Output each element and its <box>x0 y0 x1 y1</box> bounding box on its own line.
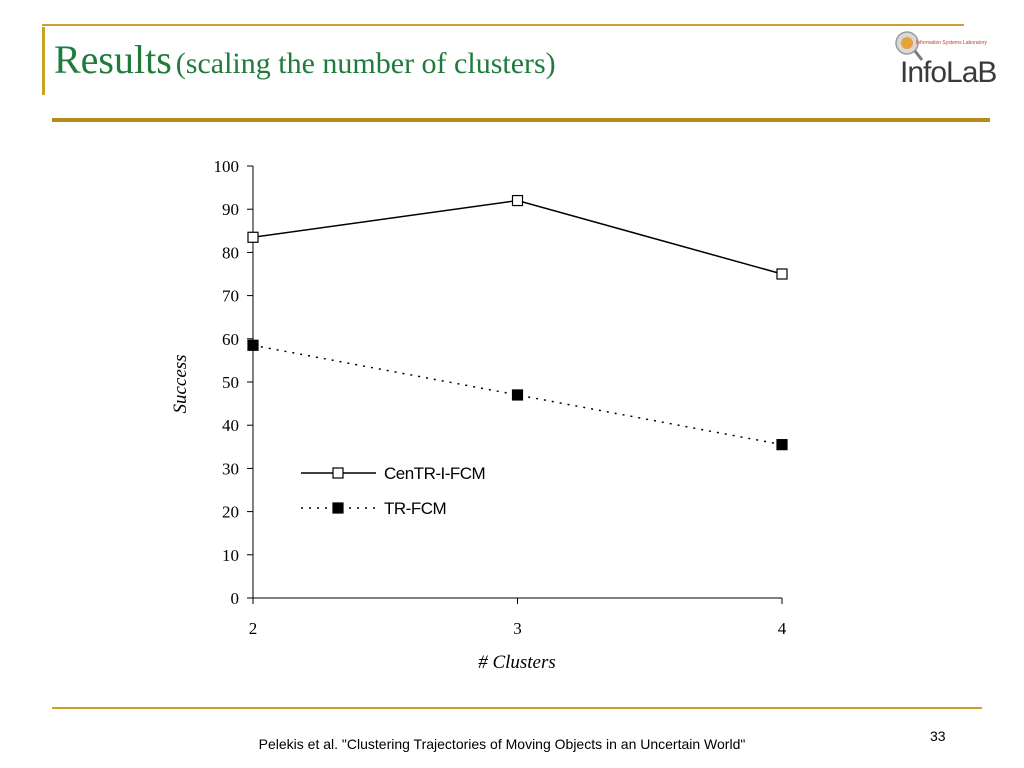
legend-swatch-marker <box>332 467 344 479</box>
chart-series <box>247 194 788 451</box>
footer-divider <box>52 707 982 709</box>
x-tick-label: 2 <box>249 619 258 638</box>
footer-citation: Pelekis et al. "Clustering Trajectories … <box>258 736 746 752</box>
logo-tagline: Information Systems Laboratory <box>916 40 987 46</box>
y-tick-label: 50 <box>222 373 239 392</box>
title-divider <box>52 118 990 122</box>
y-tick-label: 80 <box>222 243 239 262</box>
data-point <box>247 339 259 351</box>
x-axis-label: # Clusters <box>478 652 556 673</box>
slide-title-sub: (scaling the number of clusters) <box>175 47 556 80</box>
x-tick-label: 4 <box>778 619 787 638</box>
logo-wordmark: InfoLaB <box>900 56 997 89</box>
x-tick-label: 3 <box>513 619 522 638</box>
chart-legend: CenTR-I-FCM TR-FCM <box>301 464 486 518</box>
logo-graphic <box>895 31 924 61</box>
slide-title: Results (scaling the number of clusters) <box>54 36 556 83</box>
y-tick-label: 10 <box>222 546 239 565</box>
title-accent-left <box>42 27 45 95</box>
y-tick-label: 70 <box>222 287 239 306</box>
data-point <box>511 194 524 207</box>
y-tick-label: 20 <box>222 503 239 522</box>
data-point <box>247 231 259 243</box>
legend-label: CenTR-I-FCM <box>384 464 485 483</box>
y-tick-label: 30 <box>222 459 239 478</box>
title-accent-top <box>42 24 964 26</box>
legend-swatch-marker <box>332 502 344 514</box>
legend-label: TR-FCM <box>384 499 446 518</box>
page-number: 33 <box>930 728 946 744</box>
y-tick-label: 100 <box>214 157 240 176</box>
y-tick-label: 90 <box>222 200 239 219</box>
infolab-logo: Information Systems Laboratory InfoLaB <box>890 26 1002 100</box>
data-point <box>776 268 788 280</box>
series-line-2 <box>252 344 783 446</box>
y-tick-label: 60 <box>222 330 239 349</box>
y-tick-label: 40 <box>222 416 239 435</box>
chart-axes: 0 10 20 30 40 50 60 70 80 90 100 2 3 4 <box>214 157 787 638</box>
line-chart: 0 10 20 30 40 50 60 70 80 90 100 2 3 4 CenTR-I-FCM TR-… <box>170 157 788 673</box>
data-point <box>511 389 524 401</box>
slide-title-main: Results <box>54 37 172 82</box>
y-tick-label: 0 <box>231 589 240 608</box>
series-line-1 <box>252 199 783 275</box>
y-axis-label: Success <box>170 354 191 413</box>
data-point <box>776 439 788 451</box>
